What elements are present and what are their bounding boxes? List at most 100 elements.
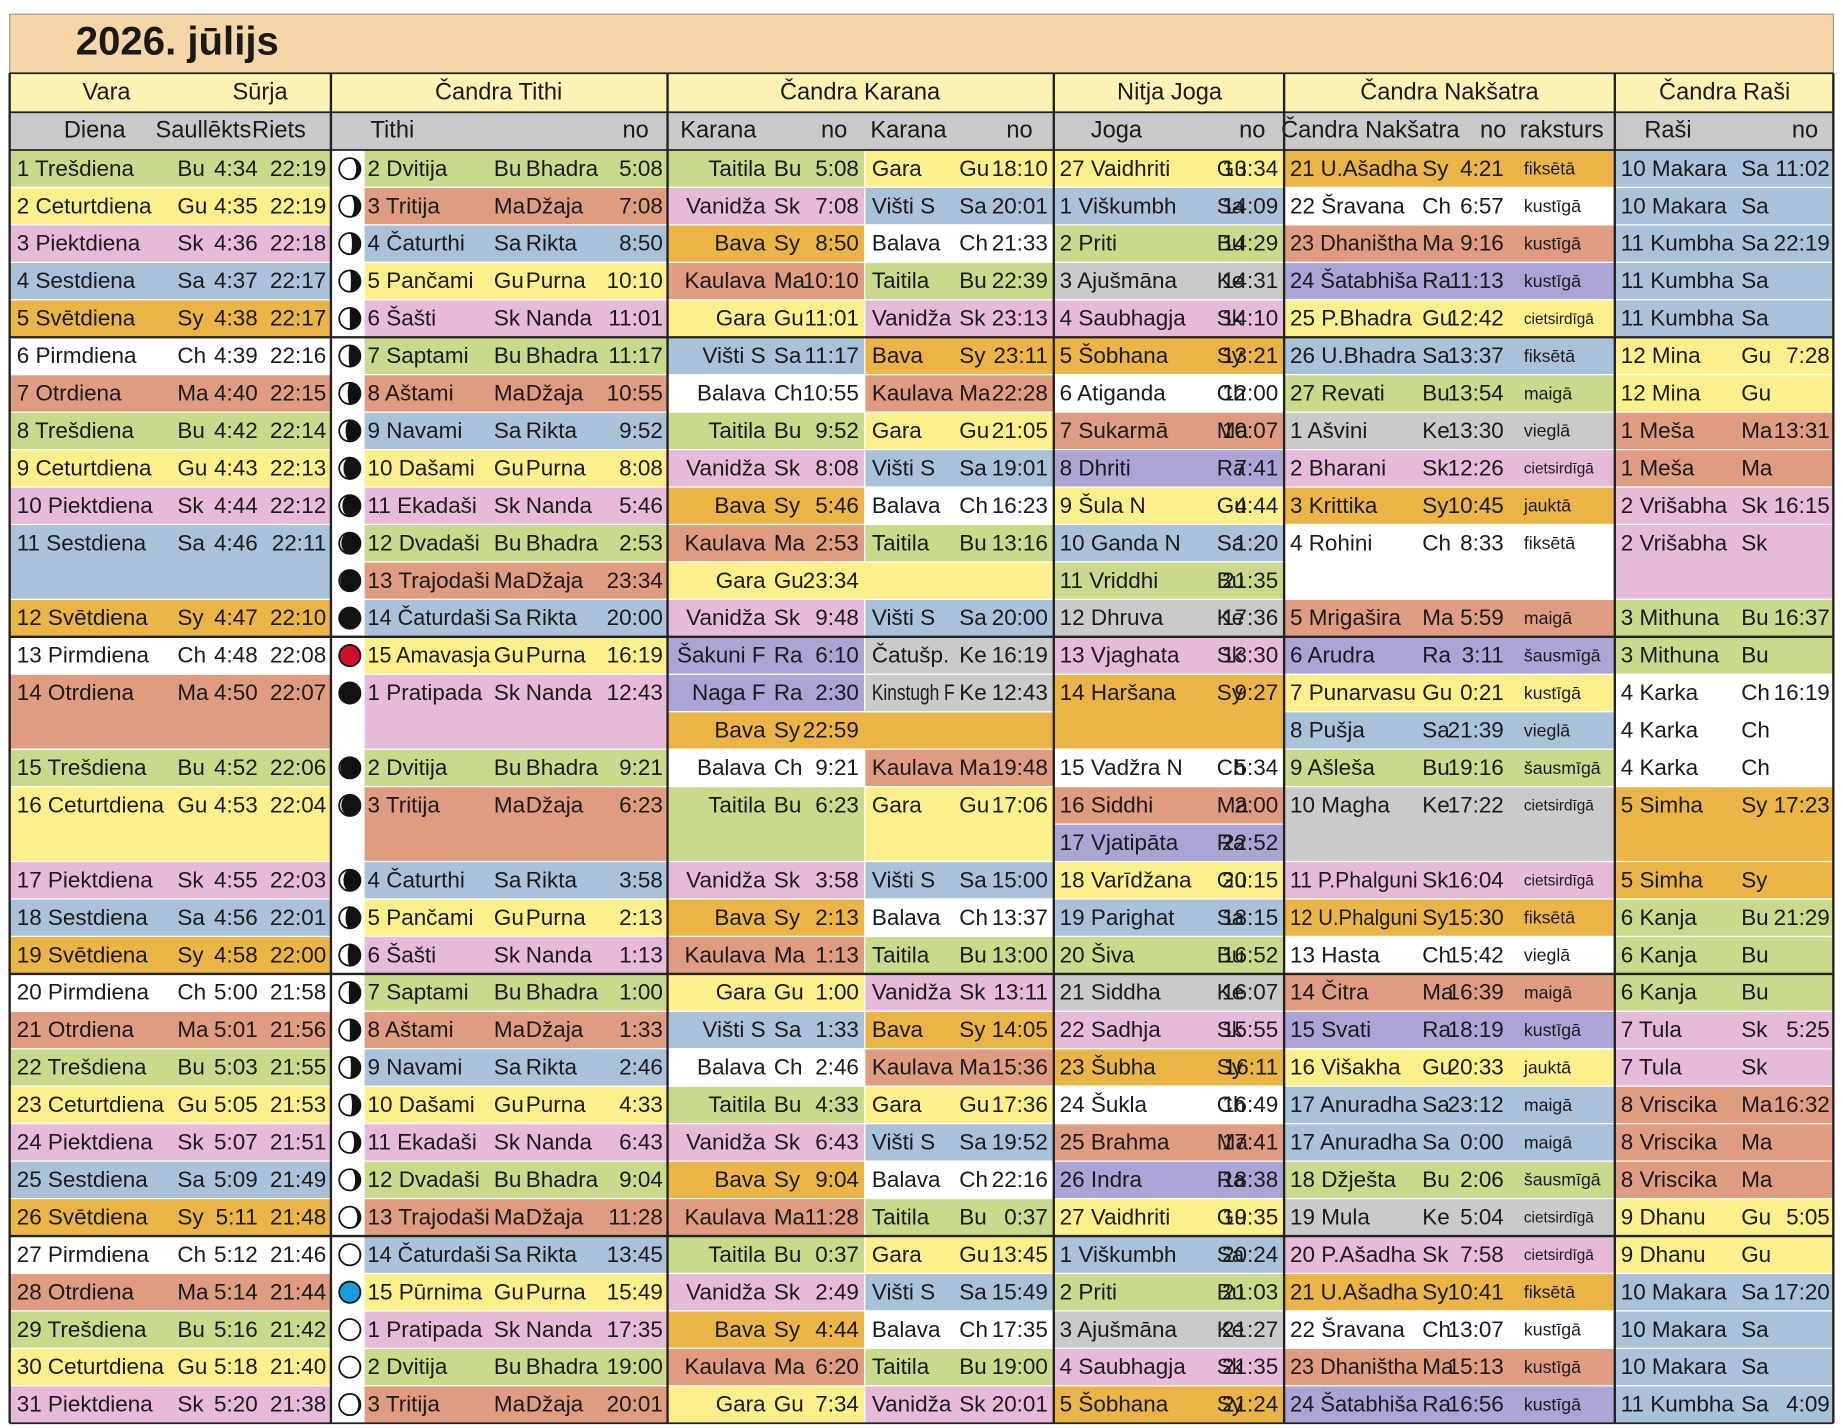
- cell-text: 27 Revati: [1290, 381, 1385, 406]
- cell-text: Sy: [1741, 792, 1768, 817]
- cell-text: Ma: [959, 381, 991, 406]
- cell-text: 5 Šobhana: [1060, 1392, 1169, 1417]
- cell-text: Sy: [1741, 867, 1768, 892]
- cell: [1283, 636, 1616, 675]
- cell-text: 4:33: [815, 1092, 859, 1117]
- cell-text: Sk: [1741, 1017, 1768, 1042]
- cell-text: cietsirdīgā: [1524, 1210, 1594, 1227]
- cell-text: Ke: [959, 643, 986, 668]
- cell-text: 2:53: [619, 530, 663, 555]
- cell-text: kustīgā: [1524, 683, 1581, 703]
- cell-text: Ma: [1422, 980, 1454, 1005]
- cell-text: 22:19: [270, 193, 326, 218]
- cell-text: Sa: [177, 268, 205, 293]
- cell-text: 16 Višakha: [1290, 1055, 1401, 1080]
- cell-text: Vanidža: [686, 1279, 766, 1304]
- cell: [864, 898, 1055, 938]
- moon-shade: [349, 1019, 361, 1041]
- cell: [363, 299, 669, 338]
- cell-text: 13:54: [1448, 381, 1504, 406]
- cell-text: 21:35: [1222, 568, 1278, 593]
- cell-text: Sa: [1741, 306, 1769, 331]
- cell-text: Sa: [959, 1130, 987, 1155]
- cell-text: 4:47: [214, 605, 258, 630]
- cell-text: Ch: [1741, 680, 1770, 705]
- cell-text: 17 Anuradha: [1290, 1130, 1418, 1155]
- cell: [666, 1085, 866, 1125]
- cell-text: Sy: [1422, 493, 1449, 518]
- cell-text: 22:14: [270, 418, 326, 443]
- cell-text: 9:48: [815, 605, 859, 630]
- cell-text: 22:03: [270, 867, 326, 892]
- moon-shade: [347, 382, 361, 405]
- cell-text: 10 Magha: [1290, 792, 1390, 817]
- cell-text: maigā: [1524, 1095, 1572, 1115]
- cell-text: Gara: [872, 156, 922, 181]
- cell-text: 12:42: [1448, 306, 1504, 331]
- cell-text: Ke: [1422, 1204, 1449, 1229]
- cell-text: Sk: [494, 306, 521, 331]
- cell: [1283, 1235, 1616, 1275]
- cell-text: Gara: [716, 568, 766, 593]
- cell: [864, 748, 1055, 788]
- cell-text: 4:48: [214, 643, 258, 668]
- cell-text: 14 Čaturdaši: [368, 1242, 491, 1267]
- cell-text: Ke: [1217, 1317, 1244, 1342]
- cell-text: Ma: [774, 530, 806, 555]
- cell-text: Ma: [494, 1017, 526, 1042]
- moon-shade: [349, 270, 361, 292]
- cell: [9, 486, 332, 526]
- cell-text: 4:52: [214, 755, 258, 780]
- cell-text: 13:30: [1448, 418, 1504, 443]
- cell-text: Bu: [1217, 568, 1244, 593]
- cell-text: 6:23: [619, 792, 663, 817]
- cell-text: 15:42: [1448, 942, 1504, 967]
- cell-text: 10 Makara: [1621, 1279, 1728, 1304]
- cell-text: Ma: [177, 1017, 209, 1042]
- moon-shade: [339, 607, 361, 629]
- cell-text: Gu: [494, 268, 524, 293]
- cell-text: 22:04: [270, 792, 326, 817]
- cell-text: 17 Vjatipāta: [1060, 830, 1179, 855]
- cell-text: 24 Piektdiena: [17, 1130, 153, 1155]
- cell: [1053, 1123, 1285, 1162]
- cell-text: 18:38: [1222, 1167, 1278, 1192]
- cell-text: Bu: [1422, 381, 1449, 406]
- cell-text: Bu: [959, 942, 986, 967]
- cell-text: Ra: [774, 643, 803, 668]
- cell: [9, 860, 332, 900]
- cell-text: Taitila: [708, 1242, 766, 1267]
- cell-text: 31 Piektdiena: [17, 1392, 153, 1417]
- cell-text: 9 Navami: [368, 1055, 463, 1080]
- cell: [363, 1010, 669, 1050]
- cell-text: Bu: [774, 792, 801, 817]
- cell-text: Ch: [177, 980, 206, 1005]
- cell: [9, 898, 332, 938]
- cell-text: 7 Tula: [1621, 1055, 1683, 1080]
- cell: [363, 1347, 669, 1387]
- cell-text: Ra: [1422, 643, 1451, 668]
- cell-text: Bu: [1217, 942, 1244, 967]
- cell-text: Gu: [1422, 680, 1452, 705]
- cell-text: Sa: [959, 455, 987, 480]
- cell-text: Rikta: [526, 1055, 578, 1080]
- cell-text: Sa: [177, 1167, 205, 1192]
- cell-text: 22 Šravana: [1290, 1317, 1405, 1342]
- cell-text: Sa: [1741, 156, 1769, 181]
- cell-text: Ch: [774, 1055, 803, 1080]
- cell: [666, 598, 866, 638]
- cell-text: 19 Svētdiena: [17, 942, 149, 967]
- cell-text: Nanda: [526, 493, 593, 518]
- cell-text: 1:00: [619, 980, 663, 1005]
- cell-text: 9:04: [815, 1167, 859, 1192]
- cell-text: Višti S: [702, 343, 765, 368]
- cell-text: 11 Vriddhi: [1060, 568, 1159, 593]
- cell-text: 21:42: [270, 1317, 326, 1342]
- column-header: no: [1792, 117, 1818, 143]
- cell: [666, 748, 866, 788]
- cell-text: 13:34: [1222, 156, 1278, 181]
- cell-text: 3 Tritija: [368, 1392, 441, 1417]
- cell-text: 9 Ceturtdiena: [17, 455, 152, 480]
- column-header: no: [623, 117, 649, 143]
- cell-text: Sk: [1741, 1055, 1768, 1080]
